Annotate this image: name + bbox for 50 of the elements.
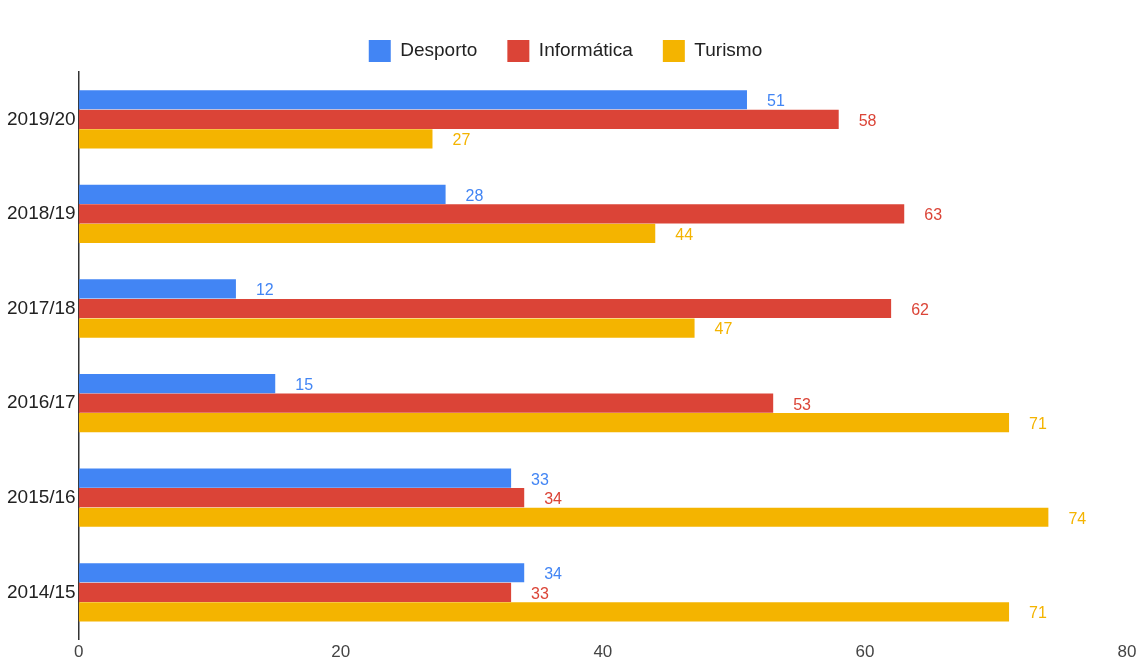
data-label: 33 (531, 470, 550, 488)
legend-label: Desporto (400, 39, 478, 61)
data-label: 71 (1029, 415, 1047, 433)
bar (78, 413, 1010, 433)
bar (78, 393, 774, 413)
bar (78, 90, 747, 110)
bar (78, 109, 839, 129)
bar (78, 373, 276, 394)
data-label: 63 (924, 206, 943, 224)
data-label: 34 (544, 565, 563, 583)
bar (78, 129, 433, 149)
data-label: 74 (1068, 509, 1087, 527)
x-tick-label: 60 (855, 642, 875, 662)
data-label: 27 (452, 131, 471, 149)
bar (78, 204, 905, 224)
y-tick-label: 2016/17 (6, 391, 76, 413)
data-label: 28 (465, 186, 484, 204)
legend-label: Turismo (694, 39, 763, 61)
y-tick-label: 2014/15 (6, 580, 76, 602)
data-label: 51 (766, 92, 785, 110)
data-label: 34 (544, 490, 563, 508)
bar (78, 298, 892, 319)
bar (78, 279, 236, 299)
bar (78, 582, 512, 602)
bar (78, 602, 1010, 622)
data-label: 33 (531, 584, 550, 602)
legend-label: Informática (538, 39, 634, 61)
data-label: 71 (1029, 604, 1047, 622)
data-label: 44 (675, 225, 694, 243)
data-label: 47 (714, 320, 733, 338)
x-tick-label: 40 (593, 642, 613, 662)
x-tick-label: 0 (73, 642, 84, 662)
y-tick-label: 2017/18 (6, 296, 76, 318)
x-tick-label: 80 (1117, 642, 1137, 662)
data-label: 58 (858, 111, 877, 129)
bar (78, 563, 525, 583)
data-label: 15 (295, 375, 314, 393)
y-tick-label: 2019/20 (6, 107, 76, 129)
bar (78, 223, 656, 244)
bar (78, 318, 695, 338)
bar (78, 507, 1049, 527)
bar (78, 488, 525, 508)
y-tick-label: 2018/19 (6, 202, 76, 224)
x-tick-label: 20 (331, 642, 351, 662)
data-label: 53 (793, 395, 812, 413)
data-label: 62 (911, 300, 930, 318)
y-tick-label: 2015/16 (6, 485, 76, 507)
bar (78, 468, 512, 488)
bar (78, 184, 446, 204)
data-label: 12 (255, 281, 274, 299)
